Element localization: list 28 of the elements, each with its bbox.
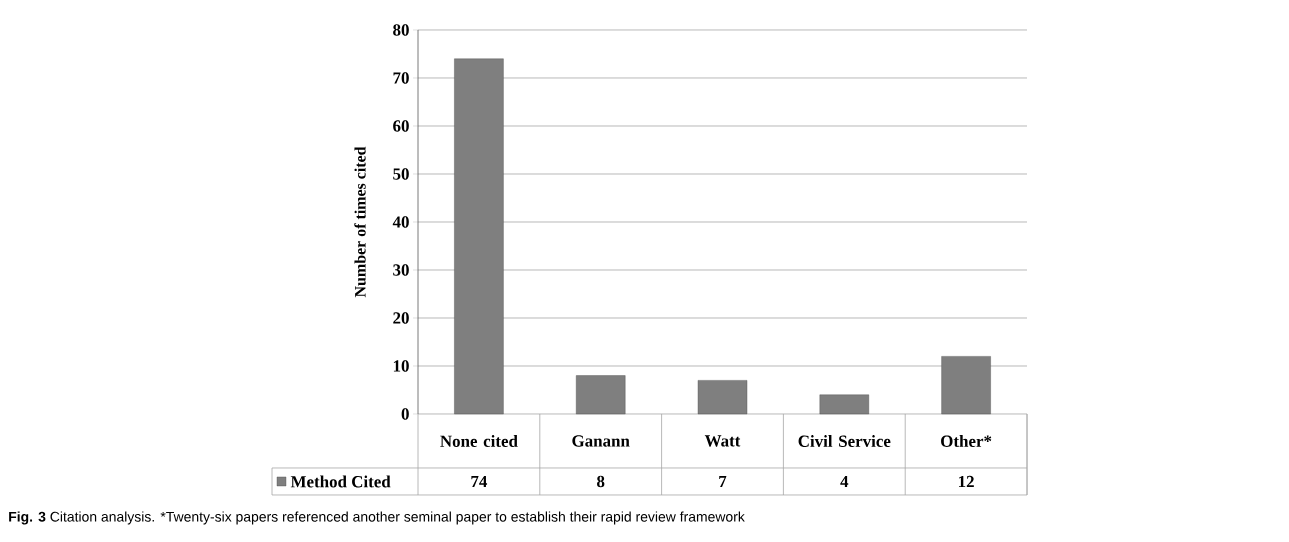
y-tick-label: 50 [393,168,409,180]
data-label: 4 [840,475,849,488]
data-label: 7 [719,475,727,488]
y-tick-label: 80 [393,24,409,36]
bar [697,380,748,415]
bar [941,356,991,415]
y-tick-label: 30 [393,264,409,276]
y-tick-label: 10 [393,360,409,372]
x-tick-label: Civil Service [798,435,891,447]
bar [819,394,870,415]
data-label: 74 [471,475,488,488]
y-tick-label: 0 [401,408,409,420]
legend-label: Method Cited [290,475,391,488]
y-tick-label: 20 [393,312,409,324]
x-tick-label: Watt [704,435,741,447]
y-tick-label: 70 [393,72,409,84]
x-tick-label: Ganann [572,435,630,447]
x-tick-label: Other* [941,435,992,447]
data-label: 12 [958,475,974,488]
y-tick-label: 40 [392,216,409,228]
bar [576,375,626,415]
y-axis-title: Number of times cited [354,146,366,298]
text: Citation analysis. *Twenty-six papers referenced another seminal paper to establish their rapid review framework [50,511,745,525]
bar [454,58,504,415]
caption: Fig. 3 [9,511,46,525]
y-tick-label: 60 [393,120,409,132]
x-tick-label: None cited [440,435,518,447]
data-label: 8 [597,475,605,488]
